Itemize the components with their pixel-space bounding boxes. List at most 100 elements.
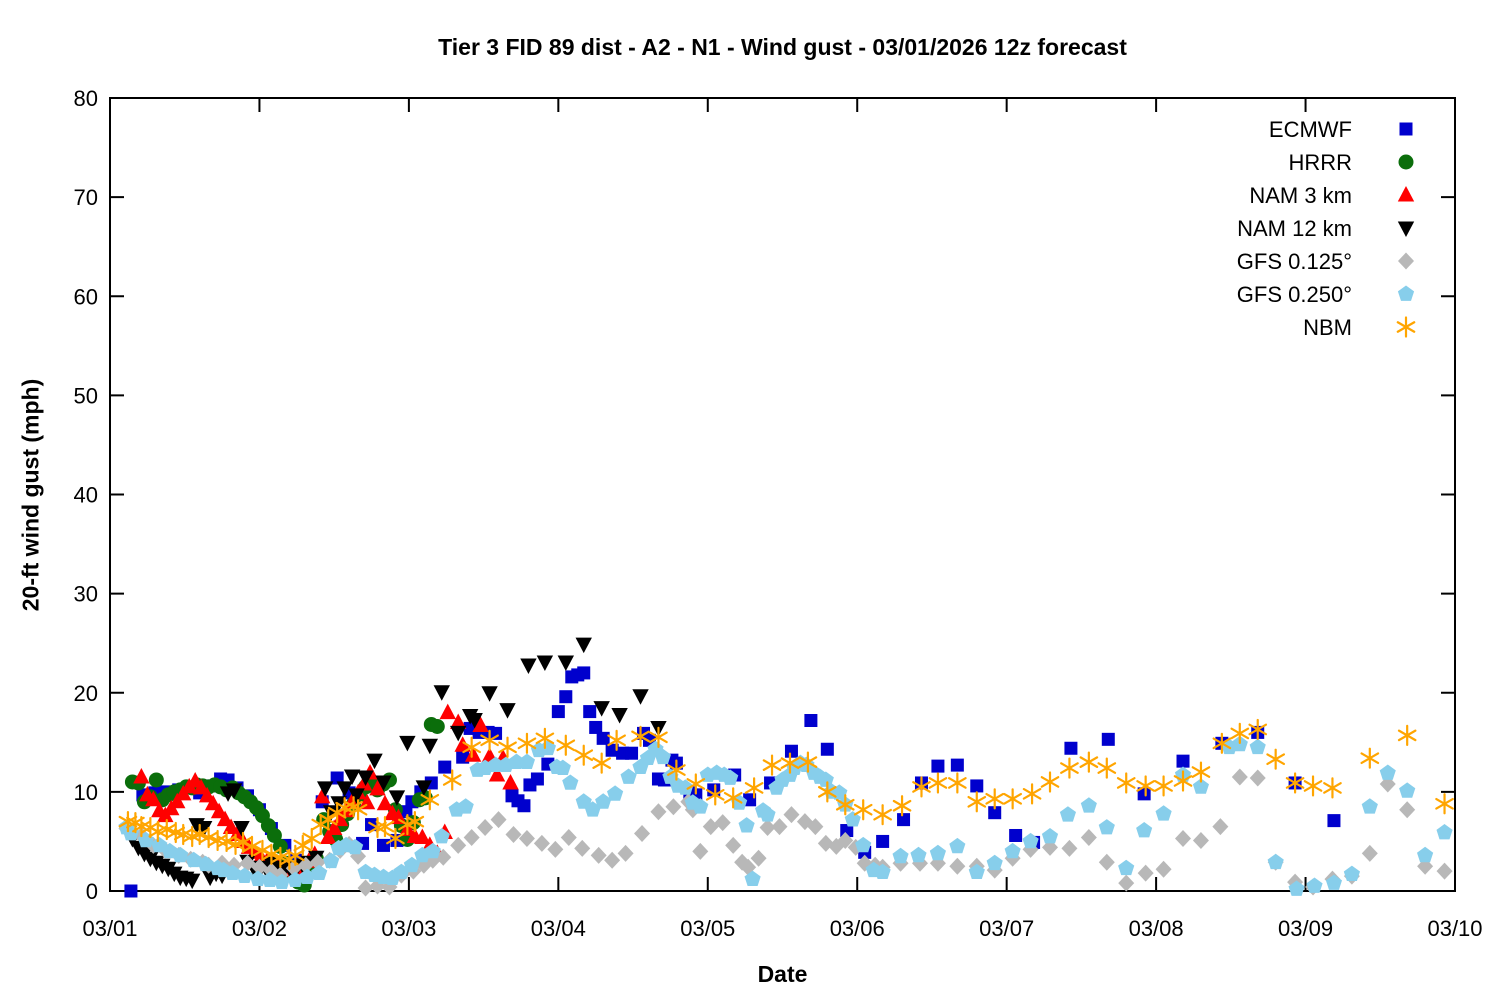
data-point-asterisk <box>293 834 313 857</box>
data-point-square <box>897 813 911 827</box>
x-tick-label: 03/03 <box>381 916 436 941</box>
asterisk-spoke <box>173 828 193 841</box>
data-point-asterisk <box>1191 761 1211 783</box>
data-point-triangle-up <box>319 828 337 844</box>
asterisk-spoke <box>318 813 338 826</box>
asterisk-spoke <box>262 848 281 861</box>
data-point-asterisk <box>1303 775 1323 797</box>
data-point-diamond <box>771 818 788 836</box>
data-point-diamond <box>357 879 374 897</box>
y-axis-label: 20-ft wind gust (mph) <box>17 378 44 612</box>
data-point-square <box>605 743 619 757</box>
data-point-asterisk <box>462 736 481 758</box>
asterisk-spoke <box>535 732 555 745</box>
data-point-square <box>1176 754 1190 768</box>
asterisk-spoke <box>405 815 425 828</box>
data-point-triangle-down <box>499 703 516 719</box>
data-point-triangle-up <box>325 819 343 836</box>
data-point-diamond <box>1212 818 1229 836</box>
data-point-square <box>577 666 591 680</box>
y-tick-label: 40 <box>74 483 98 508</box>
data-point-pentagon <box>487 756 504 772</box>
data-point-pentagon <box>844 811 861 827</box>
data-point-square <box>559 690 573 704</box>
data-point-pentagon <box>323 852 340 869</box>
data-point-pentagon <box>1325 874 1342 890</box>
data-point-pentagon <box>1288 880 1305 896</box>
data-point-square <box>1101 732 1115 746</box>
data-point-asterisk <box>302 827 322 850</box>
asterisk-spoke <box>242 840 262 853</box>
data-point-triangle-down <box>225 783 243 799</box>
data-point-diamond <box>604 851 621 869</box>
asterisk-spoke <box>1396 321 1416 333</box>
asterisk-spoke <box>912 781 931 793</box>
data-point-diamond <box>650 803 667 821</box>
data-point-pentagon <box>1306 877 1323 893</box>
asterisk-spoke <box>705 788 725 801</box>
data-point-square <box>820 742 834 756</box>
y-tick-label: 70 <box>74 185 98 210</box>
data-point-asterisk <box>405 811 425 833</box>
asterisk-spoke <box>574 749 594 762</box>
data-point-diamond <box>1080 828 1097 846</box>
asterisk-spoke <box>985 792 1005 805</box>
data-point-diamond <box>1098 853 1115 871</box>
x-tick-label: 03/01 <box>82 916 137 941</box>
data-point-pentagon <box>299 868 316 884</box>
data-point-diamond <box>297 856 314 874</box>
data-point-asterisk <box>780 752 800 774</box>
legend-label: NAM 12 km <box>1237 216 1352 241</box>
data-point-pentagon <box>508 753 525 769</box>
data-point-diamond <box>1399 801 1416 819</box>
data-point-diamond <box>714 814 731 832</box>
asterisk-spoke <box>271 851 290 864</box>
data-point-asterisk <box>798 751 818 773</box>
data-point-pentagon <box>311 864 328 880</box>
data-point-diamond <box>665 798 682 816</box>
data-point-square <box>970 779 984 793</box>
data-point-triangle-down <box>366 753 383 770</box>
asterisk-spoke <box>1116 777 1136 789</box>
data-point-diamond <box>309 853 326 871</box>
data-point-triangle-up <box>502 773 519 790</box>
data-point-asterisk <box>1266 748 1285 770</box>
asterisk-spoke <box>420 793 440 806</box>
data-point-asterisk <box>667 759 686 781</box>
data-point-triangle-up <box>472 716 489 732</box>
data-point-triangle-down <box>322 805 340 821</box>
data-point-pentagon <box>1155 805 1172 821</box>
data-point-diamond <box>1436 862 1453 880</box>
data-point-square <box>530 772 544 786</box>
data-point-triangle-down <box>433 685 450 701</box>
data-point-square <box>743 793 757 807</box>
asterisk-spoke <box>1435 797 1454 810</box>
asterisk-spoke <box>293 839 313 852</box>
data-point-pentagon <box>677 779 694 795</box>
legend: ECMWF HRRR NAM 3 km NAM 12 km GFS 0.125° GFS … <box>1237 117 1416 340</box>
y-tick-label: 50 <box>74 383 98 408</box>
y-tick-label: 20 <box>74 681 98 706</box>
legend-label: NBM <box>1303 315 1352 340</box>
data-point-triangle-down <box>593 701 610 717</box>
data-point-triangle-up <box>439 703 456 720</box>
y-tick-label: 10 <box>74 780 98 805</box>
asterisk-spoke <box>1230 727 1250 740</box>
legend-label: NAM 3 km <box>1249 183 1352 208</box>
data-point-asterisk <box>190 823 209 846</box>
data-point-asterisk <box>985 788 1005 810</box>
x-tick-label: 03/05 <box>680 916 735 941</box>
data-point-asterisk <box>762 754 782 776</box>
data-point-diamond <box>505 825 522 843</box>
data-point-pentagon <box>457 798 474 814</box>
data-point-diamond <box>490 811 507 829</box>
asterisk-spoke <box>386 832 405 845</box>
data-point-pentagon <box>874 863 891 879</box>
data-point-triangle-down <box>1397 221 1415 237</box>
asterisk-spoke <box>592 757 611 769</box>
data-point-triangle-up <box>169 792 186 809</box>
data-point-triangle-down <box>415 780 433 796</box>
data-point-square <box>551 705 565 719</box>
data-point-pentagon <box>1098 819 1115 835</box>
